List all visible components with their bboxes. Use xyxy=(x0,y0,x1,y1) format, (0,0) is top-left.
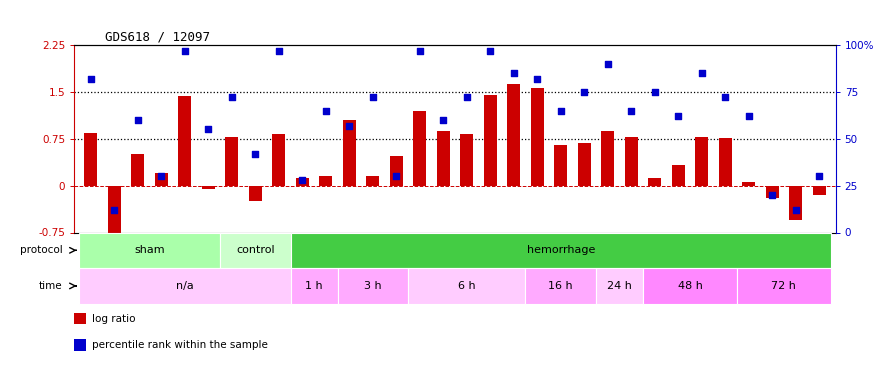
Point xyxy=(389,173,403,179)
Point xyxy=(84,76,98,82)
Point xyxy=(554,108,568,114)
Point xyxy=(413,48,427,54)
Bar xyxy=(84,132,97,186)
Bar xyxy=(343,120,356,186)
Point xyxy=(131,117,145,123)
Text: 48 h: 48 h xyxy=(677,281,703,291)
Text: 16 h: 16 h xyxy=(549,281,573,291)
Bar xyxy=(526,268,596,304)
Text: 24 h: 24 h xyxy=(607,281,632,291)
Bar xyxy=(272,134,285,186)
Bar xyxy=(202,186,214,189)
Point xyxy=(295,177,309,183)
Text: percentile rank within the sample: percentile rank within the sample xyxy=(92,340,268,350)
Point xyxy=(578,89,592,95)
Bar xyxy=(737,268,831,304)
Bar xyxy=(507,84,521,186)
Bar xyxy=(789,186,802,220)
Bar xyxy=(155,173,168,186)
Text: GDS618 / 12097: GDS618 / 12097 xyxy=(105,31,210,44)
Text: 3 h: 3 h xyxy=(364,281,382,291)
Bar xyxy=(220,232,290,268)
Text: time: time xyxy=(39,281,63,291)
Bar xyxy=(296,177,309,186)
Bar xyxy=(338,268,408,304)
Bar xyxy=(672,165,684,186)
Point xyxy=(225,94,239,100)
Point xyxy=(201,126,215,132)
Point xyxy=(601,61,615,67)
Text: log ratio: log ratio xyxy=(92,314,136,324)
Bar xyxy=(742,182,755,186)
Point xyxy=(342,123,356,129)
Bar xyxy=(79,268,290,304)
Point xyxy=(272,48,286,54)
Point xyxy=(812,173,826,179)
Text: hemorrhage: hemorrhage xyxy=(527,245,595,255)
Text: 72 h: 72 h xyxy=(772,281,796,291)
Bar xyxy=(248,186,262,201)
Point xyxy=(530,76,544,82)
Point xyxy=(648,89,662,95)
Point xyxy=(178,48,192,54)
Bar xyxy=(319,176,332,186)
Bar xyxy=(813,186,826,195)
Bar xyxy=(389,156,402,186)
Bar xyxy=(408,268,526,304)
Point xyxy=(318,108,332,114)
Bar xyxy=(79,232,220,268)
Bar xyxy=(643,268,737,304)
Point xyxy=(483,48,497,54)
Text: sham: sham xyxy=(134,245,164,255)
Point xyxy=(788,207,802,213)
Point xyxy=(718,94,732,100)
Point xyxy=(366,94,380,100)
Bar xyxy=(648,177,662,186)
Point xyxy=(248,151,262,157)
Point xyxy=(624,108,638,114)
Point xyxy=(459,94,473,100)
Bar xyxy=(108,186,121,232)
Bar xyxy=(131,154,144,186)
Bar xyxy=(601,131,614,186)
Point xyxy=(766,192,780,198)
Text: n/a: n/a xyxy=(176,281,193,291)
Bar xyxy=(696,137,708,186)
Point xyxy=(695,70,709,76)
Point xyxy=(108,207,122,213)
Point xyxy=(507,70,521,76)
Bar xyxy=(290,232,831,268)
Bar xyxy=(484,95,497,186)
Bar xyxy=(531,87,543,186)
Bar xyxy=(413,111,426,186)
Point xyxy=(154,173,168,179)
Bar xyxy=(460,134,473,186)
Bar xyxy=(766,186,779,198)
Bar xyxy=(625,137,638,186)
Bar xyxy=(718,138,732,186)
Point xyxy=(437,117,451,123)
Bar xyxy=(596,268,643,304)
Text: protocol: protocol xyxy=(20,245,63,255)
Text: 6 h: 6 h xyxy=(458,281,475,291)
Bar xyxy=(437,131,450,186)
Bar xyxy=(178,96,192,186)
Text: control: control xyxy=(236,245,275,255)
Bar xyxy=(226,137,238,186)
Bar xyxy=(554,145,567,186)
Text: 1 h: 1 h xyxy=(305,281,323,291)
Point xyxy=(671,113,685,119)
Bar xyxy=(290,268,338,304)
Bar xyxy=(367,176,379,186)
Point xyxy=(742,113,756,119)
Bar xyxy=(578,143,591,186)
